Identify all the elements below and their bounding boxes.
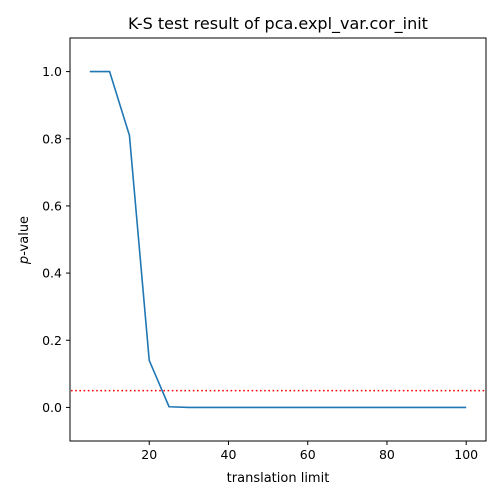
y-axis-label-rest: -value bbox=[17, 216, 32, 256]
x-axis: 20 40 60 80 100 bbox=[141, 441, 478, 462]
y-tick-label: 0.4 bbox=[42, 266, 62, 281]
y-tick-label: 0.2 bbox=[42, 333, 62, 348]
y-tick-label: 0.8 bbox=[42, 131, 62, 146]
y-tick-label: 0.0 bbox=[42, 400, 62, 415]
y-axis: 0.0 0.2 0.4 0.6 0.8 1.0 bbox=[42, 64, 70, 415]
x-tick-label: 20 bbox=[141, 447, 157, 462]
plot-area bbox=[69, 37, 487, 442]
x-tick-label: 40 bbox=[221, 447, 237, 462]
series-line bbox=[89, 70, 467, 409]
x-tick-label: 100 bbox=[454, 447, 478, 462]
x-tick-label: 80 bbox=[379, 447, 395, 462]
x-axis-label: translation limit bbox=[227, 471, 330, 486]
x-tick-label: 60 bbox=[300, 447, 316, 462]
y-axis-label-italic: p bbox=[17, 256, 32, 265]
y-tick-label: 1.0 bbox=[42, 64, 62, 79]
series-group bbox=[89, 70, 467, 409]
y-axis-label: p-value bbox=[17, 216, 32, 265]
chart-title: K-S test result of pca.expl_var.cor_init bbox=[128, 14, 428, 34]
y-tick-label: 0.6 bbox=[42, 198, 62, 213]
